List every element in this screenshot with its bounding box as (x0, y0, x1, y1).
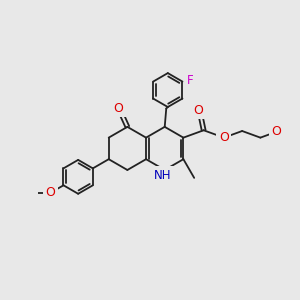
Text: NH: NH (154, 169, 171, 182)
Text: O: O (46, 186, 56, 199)
Text: O: O (193, 104, 203, 117)
Text: F: F (187, 74, 194, 86)
Text: O: O (113, 102, 123, 115)
Text: O: O (219, 131, 229, 144)
Text: O: O (272, 125, 281, 138)
